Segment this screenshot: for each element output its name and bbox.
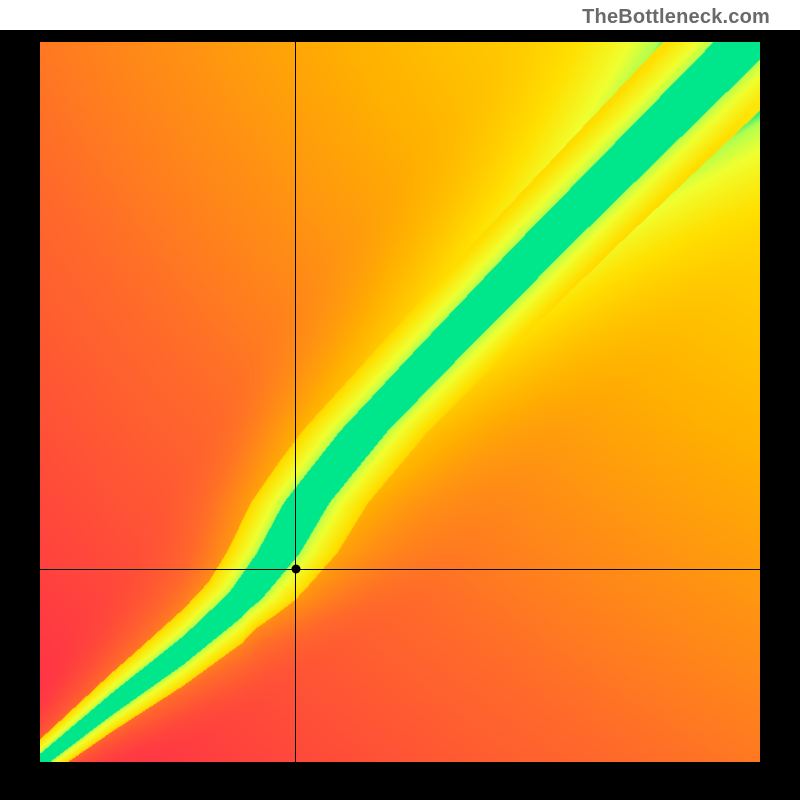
heatmap-plot — [40, 42, 760, 762]
data-point-marker — [291, 565, 300, 574]
chart-frame — [0, 30, 800, 800]
watermark-text: TheBottleneck.com — [582, 6, 770, 29]
heatmap-canvas — [40, 42, 760, 762]
crosshair-vertical — [295, 42, 296, 762]
crosshair-horizontal — [40, 569, 760, 570]
